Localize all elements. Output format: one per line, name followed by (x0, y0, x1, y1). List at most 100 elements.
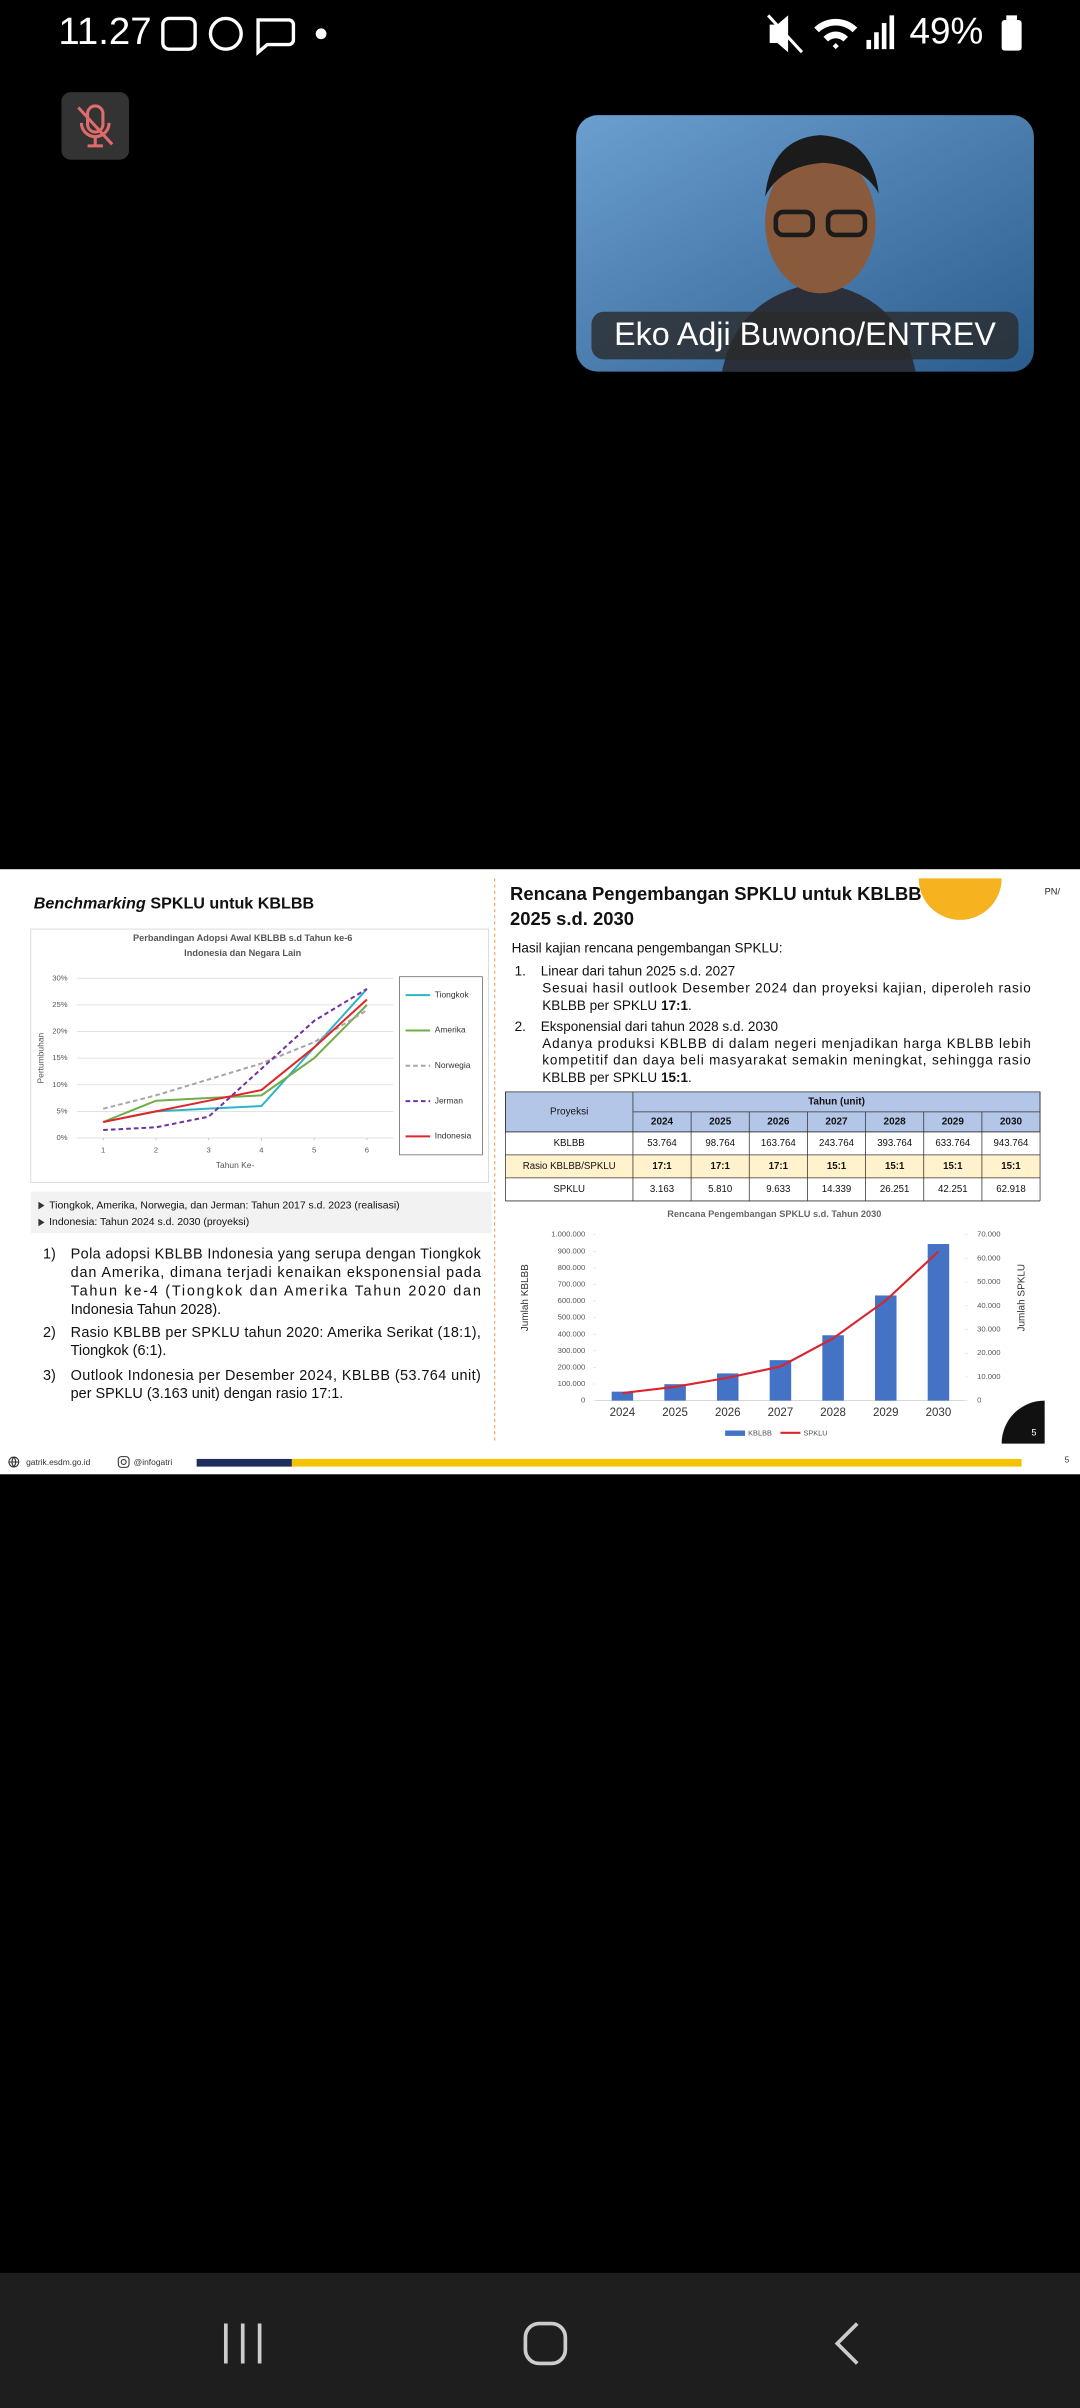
point-line: Rasio KBLBB per SPKLU tahun 2020: Amerik… (71, 1325, 481, 1341)
point-number: 3) (43, 1368, 56, 1384)
table-cell: 943.764 (994, 1138, 1030, 1149)
legend-box (399, 976, 483, 1156)
table-cell: 17:1 (711, 1161, 731, 1172)
x-tick-label: 2024 (610, 1407, 636, 1419)
x-tick-label: 3 (207, 1145, 211, 1154)
series-line (102, 1009, 368, 1110)
note-text: Indonesia: Tahun 2024 s.d. 2030 (proyeks… (49, 1217, 249, 1228)
footer-icons (8, 1456, 130, 1468)
point-line: Tahun ke-4 (Tiongkok dan Amerika Tahun 2… (71, 1283, 481, 1299)
item-line: kompetitif dan daya beli masyarakat sema… (542, 1053, 1031, 1068)
participant-name: Eko Adji Buwono/ENTREV (614, 316, 996, 352)
y-tick-label: 400.000 (558, 1329, 586, 1338)
series-line (102, 998, 368, 1123)
table-cell: 633.764 (935, 1138, 971, 1149)
y-tick-label: 20% (52, 1027, 68, 1036)
y2-tick-label: 70.000 (977, 1230, 1000, 1239)
x-tick-label: 1 (101, 1145, 105, 1154)
table-cell: 53.764 (647, 1138, 677, 1149)
table-year: 2029 (942, 1116, 965, 1127)
table-row-label: Rasio KBLBB/SPKLU (523, 1161, 616, 1172)
table-cell: 14.339 (822, 1184, 852, 1195)
y-tick-label: 800.000 (558, 1263, 586, 1272)
item-text: KBLBB per SPKLU (542, 997, 657, 1012)
y-tick-label: 700.000 (558, 1280, 586, 1289)
video-tile[interactable] (576, 115, 1034, 372)
x-tick-label: 2025 (662, 1407, 688, 1419)
mic-muted-button[interactable] (61, 92, 130, 160)
title-rest: SPKLU untuk KBLBB (150, 895, 314, 913)
y-tick-label: 600.000 (558, 1296, 586, 1305)
legend-label: KBLBB (748, 1429, 772, 1438)
slide-right-title: Rencana Pengembangan SPKLU untuk KBLBB (510, 883, 922, 904)
point-line: Indonesia Tahun 2028). (71, 1302, 222, 1318)
item-heading: Eksponensial dari tahun 2028 s.d. 2030 (541, 1019, 778, 1034)
notes-box (30, 1191, 492, 1234)
x-tick-label: 2028 (820, 1407, 846, 1419)
chart-title: Rencana Pengembangan SPKLU s.d. Tahun 20… (667, 1209, 881, 1219)
table-cell: 15:1 (885, 1161, 905, 1172)
table-cell: 3.163 (650, 1184, 674, 1195)
y-tick-label: 0% (57, 1133, 68, 1142)
y2-tick-label: 20.000 (977, 1348, 1000, 1357)
nav-back[interactable] (834, 2322, 859, 2365)
y-tick-label: 25% (52, 1000, 68, 1009)
table-year: 2030 (1000, 1116, 1023, 1127)
nav-home[interactable] (523, 2321, 568, 2366)
bar (927, 1244, 950, 1401)
table-year: 2028 (884, 1116, 907, 1127)
item-line: Sesuai hasil outlook Desember 2024 dan p… (542, 981, 1031, 996)
status-icons-right (767, 14, 1022, 54)
x-tick-label: 6 (365, 1145, 369, 1154)
item-line: Adanya produksi KBLBB di dalam negeri me… (542, 1036, 1031, 1051)
y-axis-label: Pertumbuhan (36, 1032, 46, 1083)
item-text: . (688, 1070, 692, 1085)
legend-label: Tiongkok (435, 989, 470, 999)
y-tick-label: 1.000.000 (551, 1230, 585, 1239)
battery-level: 49% (909, 11, 983, 52)
note-text: Tiongkok, Amerika, Norwegia, dan Jerman:… (49, 1200, 399, 1211)
x-axis-label: Tahun Ke- (216, 1160, 255, 1170)
table-year: 2024 (651, 1116, 674, 1127)
intro: Hasil kajian rencana pengembangan SPKLU: (512, 941, 783, 956)
y-tick-label: 15% (52, 1053, 68, 1062)
table-year: 2026 (767, 1116, 790, 1127)
bar (822, 1335, 844, 1401)
nav-bar (0, 2272, 1080, 2408)
table-cell: 15:1 (827, 1161, 847, 1172)
nav-recents[interactable] (223, 2323, 262, 2364)
y-tick-label: 500.000 (558, 1313, 586, 1322)
chart-frame (30, 928, 489, 1183)
chart-subtitle: Indonesia dan Negara Lain (184, 948, 302, 958)
status-time: 11.27 (58, 10, 151, 53)
x-tick-label: 2027 (768, 1407, 794, 1419)
status-icons-left (161, 16, 327, 56)
note-bullet (38, 1201, 45, 1210)
legend-swatch (725, 1430, 746, 1436)
item-line: KBLBB per SPKLU 15:1. (542, 1070, 691, 1085)
item-text: KBLBB per SPKLU (542, 1070, 657, 1085)
table-cell: 15:1 (1001, 1161, 1021, 1172)
chart-title: Perbandingan Adopsi Awal KBLBB s.d Tahun… (133, 933, 352, 943)
y2-tick-label: 40.000 (977, 1301, 1000, 1310)
page-badge (1001, 1400, 1045, 1444)
table-cell: 5.810 (708, 1184, 732, 1195)
x-tick-label: 2029 (873, 1407, 899, 1419)
item-number: 2. (515, 1019, 526, 1034)
title-italic: Benchmarking (34, 895, 146, 913)
series-line (622, 1250, 940, 1395)
y-tick-label: 0 (581, 1396, 585, 1405)
table-cell: 62.918 (996, 1184, 1026, 1195)
y2-tick-label: 50.000 (977, 1277, 1000, 1286)
series-line (102, 1004, 368, 1123)
footer-handle: @infogatri (134, 1457, 173, 1467)
x-tick-label: 5 (312, 1145, 316, 1154)
bar (769, 1360, 792, 1401)
table-cell: 42.251 (938, 1184, 968, 1195)
table-group: Tahun (unit) (808, 1097, 865, 1108)
table-row-label: KBLBB (554, 1138, 585, 1149)
table-row-label: SPKLU (553, 1184, 585, 1195)
table-cell: 26.251 (880, 1184, 910, 1195)
table-year: 2027 (825, 1116, 848, 1127)
